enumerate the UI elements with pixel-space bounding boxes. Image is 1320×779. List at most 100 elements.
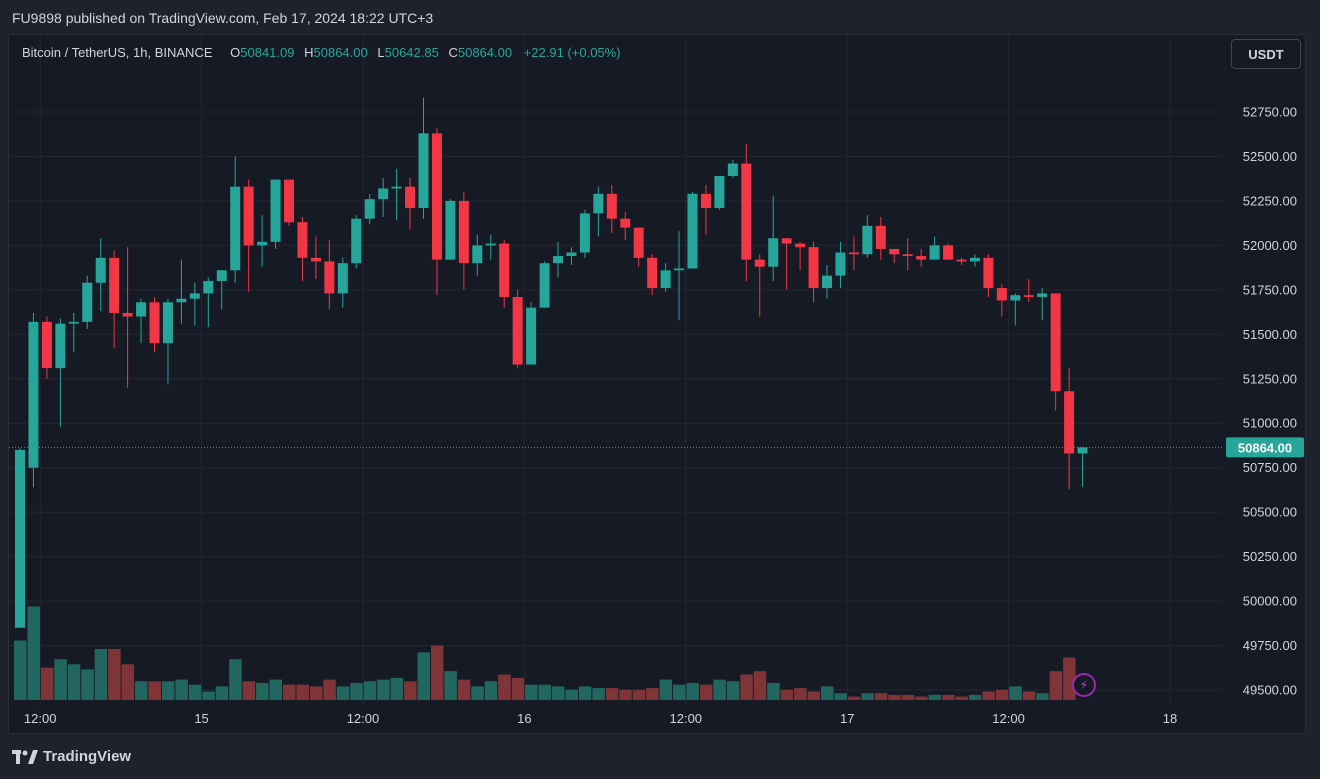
candle-body bbox=[620, 218, 631, 228]
candle-body bbox=[875, 225, 886, 249]
volume-bar bbox=[713, 679, 726, 700]
volume-bar bbox=[417, 652, 430, 700]
candle-body bbox=[902, 254, 913, 257]
high-value: 50864.00 bbox=[313, 45, 368, 60]
volume-bar bbox=[148, 681, 161, 700]
volume-bar bbox=[242, 681, 256, 700]
candle-body bbox=[754, 259, 765, 267]
volume-bar bbox=[1049, 671, 1063, 700]
time-axis-label: 18 bbox=[1163, 711, 1177, 726]
volume-bar bbox=[942, 694, 955, 700]
volume-bar bbox=[175, 679, 188, 700]
candle-body bbox=[149, 302, 160, 344]
high-label: H bbox=[304, 45, 314, 60]
price-axis-label: 52250.00 bbox=[1243, 193, 1297, 208]
candle-body bbox=[176, 298, 187, 303]
candle-body bbox=[485, 243, 496, 246]
candle-body bbox=[983, 257, 994, 289]
candle-body bbox=[808, 247, 819, 289]
volume-bar bbox=[605, 688, 619, 700]
candle-body bbox=[1037, 293, 1048, 297]
volume-bar bbox=[229, 659, 242, 700]
candle-body bbox=[929, 245, 940, 260]
change-value: +22.91 (+0.05%) bbox=[523, 45, 621, 60]
candle-body bbox=[55, 323, 66, 369]
candle-body bbox=[68, 321, 79, 324]
volume-bar bbox=[767, 683, 780, 700]
candle-body bbox=[741, 163, 752, 260]
price-axis-label: 52750.00 bbox=[1243, 105, 1297, 120]
volume-bar bbox=[780, 689, 794, 700]
volume-bar bbox=[982, 691, 995, 700]
candle-body bbox=[889, 248, 900, 255]
volume-bar bbox=[592, 688, 605, 700]
price-axis-label: 50750.00 bbox=[1243, 460, 1297, 475]
tradingview-logo-icon bbox=[12, 749, 38, 764]
candle-body bbox=[189, 293, 200, 299]
candle-body bbox=[378, 188, 389, 200]
candle-body bbox=[579, 213, 590, 253]
price-axis-label: 49500.00 bbox=[1243, 683, 1297, 698]
volume-bar bbox=[874, 693, 888, 700]
candle-body bbox=[956, 259, 967, 262]
currency-button[interactable]: USDT bbox=[1231, 39, 1301, 69]
time-axis-label: 16 bbox=[517, 711, 531, 726]
volume-bar bbox=[256, 683, 269, 700]
candle-body bbox=[405, 186, 416, 209]
volume-bar bbox=[821, 686, 834, 700]
candle-body bbox=[781, 238, 792, 244]
price-axis-label: 51250.00 bbox=[1243, 371, 1297, 386]
candle-body bbox=[418, 133, 429, 209]
volume-bar bbox=[740, 674, 753, 700]
volume-bar bbox=[928, 694, 942, 700]
candle-body bbox=[835, 252, 846, 276]
time-axis-label: 17 bbox=[840, 711, 854, 726]
close-value: 50864.00 bbox=[457, 45, 513, 60]
volume-bar bbox=[699, 684, 713, 700]
candle-body bbox=[848, 252, 859, 255]
volume-bar bbox=[1009, 686, 1022, 700]
volume-bar bbox=[753, 671, 767, 700]
candle-body bbox=[687, 193, 698, 269]
close-label: C bbox=[448, 45, 458, 60]
last-price-tag bbox=[1226, 437, 1304, 458]
volume-bar bbox=[995, 689, 1009, 700]
candle-body bbox=[1050, 293, 1061, 392]
candle-body bbox=[136, 302, 147, 317]
candle-body bbox=[230, 186, 241, 271]
brand-label: TradingView bbox=[43, 748, 132, 765]
candle-body bbox=[310, 257, 321, 262]
publish-info: FU9898 published on TradingView.com, Feb… bbox=[12, 10, 434, 26]
volume-bar bbox=[296, 684, 309, 700]
candle-body bbox=[297, 222, 308, 258]
volume-bar bbox=[27, 606, 40, 700]
candle-body bbox=[1023, 295, 1034, 297]
volume-bar bbox=[726, 681, 740, 700]
volume-bar bbox=[955, 696, 968, 700]
volume-bar bbox=[511, 677, 525, 700]
tradingview-brand[interactable]: TradingView bbox=[12, 748, 131, 765]
price-axis-label: 52000.00 bbox=[1243, 238, 1297, 253]
volume-bar bbox=[404, 681, 417, 700]
candle-body bbox=[337, 263, 348, 294]
open-label: O bbox=[230, 45, 241, 60]
lightning-icon[interactable]: ⚡ bbox=[1072, 673, 1096, 697]
volume-bar bbox=[686, 683, 699, 700]
volume-bar bbox=[444, 671, 457, 700]
candle-body bbox=[109, 257, 120, 313]
symbol-title[interactable]: Bitcoin / TetherUS, 1h, BINANCE bbox=[22, 45, 213, 60]
candle-body bbox=[969, 257, 980, 262]
candle-body bbox=[660, 270, 671, 289]
candle-body bbox=[216, 270, 227, 281]
volume-bar bbox=[861, 693, 874, 700]
time-axis-label: 12:00 bbox=[24, 711, 57, 726]
low-value: 50642.85 bbox=[384, 45, 439, 60]
candle-body bbox=[647, 257, 658, 289]
volume-bar bbox=[94, 649, 108, 700]
volume-bar bbox=[619, 689, 632, 700]
volume-bar bbox=[121, 664, 135, 700]
volume-bar bbox=[632, 689, 646, 700]
candle-body bbox=[257, 241, 268, 246]
chart-pane[interactable] bbox=[8, 34, 1306, 734]
